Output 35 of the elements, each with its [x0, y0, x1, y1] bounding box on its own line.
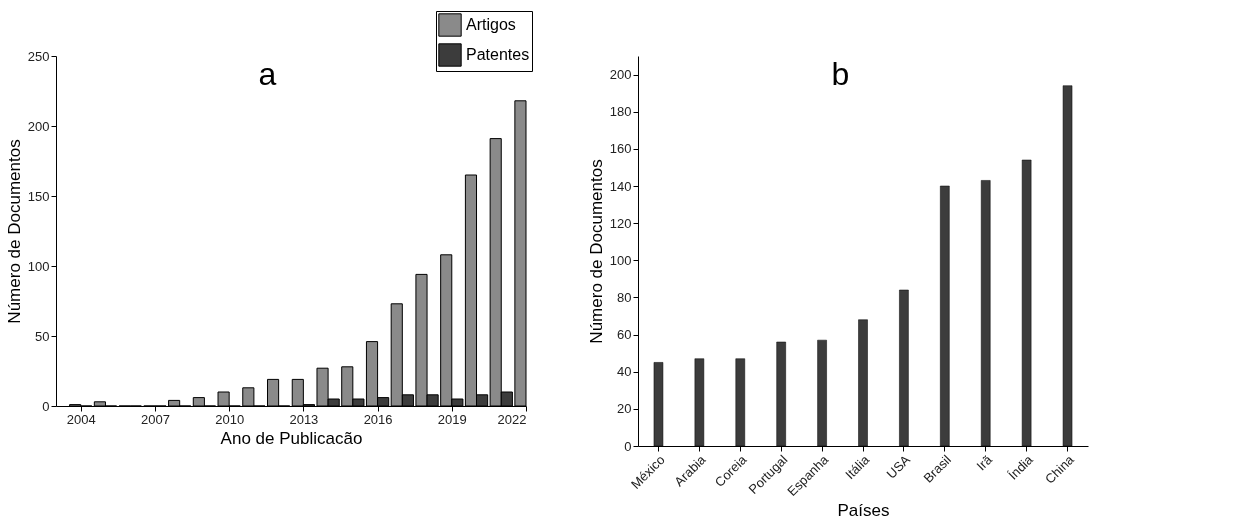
y-tick-label: 200	[609, 67, 632, 83]
y-tick-label: 0	[42, 398, 50, 414]
y-tick-label: 40	[617, 364, 632, 380]
chart-title: a	[258, 56, 277, 92]
x-tick-label: 2019	[437, 411, 467, 427]
x-tick-label: 2016	[363, 411, 393, 427]
y-tick-label: 120	[609, 215, 632, 231]
x-axis-title: Países	[837, 500, 890, 519]
y-tick-label: 160	[609, 141, 632, 157]
y-tick-label: 200	[27, 118, 50, 134]
y-axis-title: Número de Documentos	[4, 139, 24, 324]
x-tick-label: 2004	[66, 411, 96, 427]
legend-label: Patentes	[466, 46, 530, 63]
y-tick-label: 100	[27, 258, 50, 274]
y-tick-label: 150	[27, 188, 50, 204]
x-tick-label: 2013	[289, 411, 319, 427]
y-tick-label: 50	[35, 328, 50, 344]
y-tick-label: 180	[609, 104, 632, 120]
x-axis-title: Ano de Publicacão	[220, 428, 363, 448]
x-tick-label: 2010	[215, 411, 245, 427]
y-tick-label: 140	[609, 178, 632, 194]
x-tick-label: 2007	[140, 411, 170, 427]
x-tick-label: Itália	[842, 451, 873, 483]
x-tick-label: 2022	[497, 411, 527, 427]
chart-title: b	[831, 56, 850, 92]
x-tick-label: Irã	[973, 451, 996, 474]
y-tick-label: 0	[624, 438, 632, 454]
x-tick-label: USA	[883, 451, 914, 482]
y-tick-label: 250	[27, 48, 50, 64]
y-tick-label: 60	[617, 327, 632, 343]
y-tick-label: 80	[617, 289, 632, 305]
legend-label: Artigos	[466, 16, 516, 33]
y-tick-label: 20	[617, 401, 632, 417]
y-axis-title: Número de Documentos	[586, 159, 606, 344]
y-tick-label: 100	[609, 252, 632, 268]
